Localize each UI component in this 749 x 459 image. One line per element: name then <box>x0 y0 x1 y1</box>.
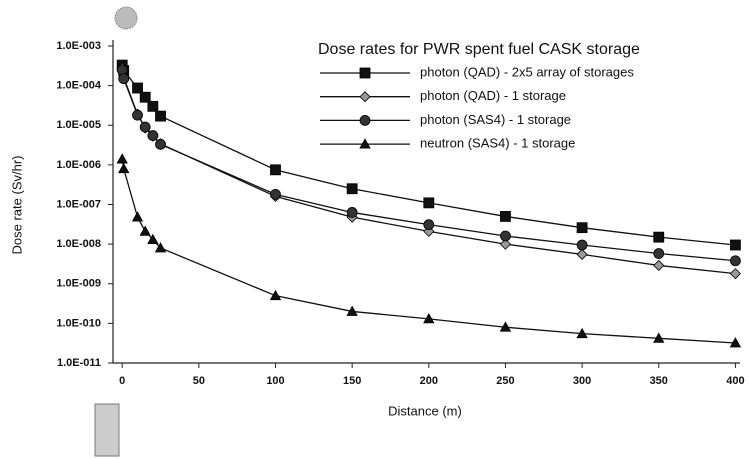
y-tick-label: 1.0E-010 <box>56 317 101 329</box>
marker <box>499 321 512 332</box>
y-tick-label: 1.0E-003 <box>56 40 101 52</box>
marker <box>499 238 512 250</box>
y-tick-label: 1.0E-008 <box>56 238 101 250</box>
y-tick-label: 1.0E-006 <box>56 159 101 171</box>
marker <box>155 110 166 122</box>
marker <box>653 332 665 343</box>
marker <box>423 197 435 209</box>
marker <box>269 289 282 301</box>
marker <box>423 313 435 324</box>
legend-label: photon (QAD) - 1 storage <box>420 88 566 103</box>
x-tick-label: 300 <box>573 375 591 387</box>
x-tick-label: 150 <box>343 375 361 387</box>
marker <box>155 138 166 150</box>
marker <box>576 239 588 251</box>
marker <box>653 248 665 259</box>
x-axis-label: Distance (m) <box>388 403 462 418</box>
x-tick-label: 0 <box>119 375 125 387</box>
marker <box>116 153 128 164</box>
x-tick-label: 100 <box>266 375 284 387</box>
marker <box>116 64 128 76</box>
marker <box>346 305 358 316</box>
marker <box>132 109 143 121</box>
x-tick-label: 50 <box>193 375 205 387</box>
legend-marker <box>359 115 371 126</box>
marker <box>500 211 511 222</box>
marker <box>423 219 435 231</box>
legend-marker <box>359 138 371 149</box>
marker <box>131 211 144 222</box>
marker <box>576 327 588 339</box>
legend-label: photon (SAS4) - 1 storage <box>420 112 571 127</box>
legend-label: neutron (SAS4) - 1 storage <box>420 136 575 151</box>
scan-artifact <box>94 403 120 457</box>
marker <box>730 255 741 267</box>
marker <box>729 268 741 280</box>
marker <box>139 121 151 133</box>
marker <box>154 242 167 253</box>
legend-label: photon (QAD) - 2x5 array of storages <box>420 64 634 79</box>
y-tick-label: 1.0E-007 <box>56 198 101 210</box>
legend-marker <box>359 67 371 79</box>
scan-artifact <box>114 6 138 30</box>
y-tick-label: 1.0E-004 <box>56 80 102 92</box>
marker <box>653 231 665 243</box>
marker <box>730 239 741 251</box>
marker <box>147 233 159 245</box>
y-tick-label: 1.0E-009 <box>56 278 101 290</box>
marker <box>118 162 130 174</box>
marker <box>270 164 281 176</box>
legend-marker <box>359 91 371 103</box>
marker <box>270 188 281 200</box>
marker <box>576 248 588 260</box>
marker <box>139 91 151 103</box>
marker <box>653 259 665 271</box>
y-tick-label: 1.0E-005 <box>56 119 101 131</box>
marker <box>147 100 159 112</box>
marker <box>729 337 742 348</box>
marker <box>118 73 130 85</box>
chart-title: Dose rates for PWR spent fuel CASK stora… <box>318 41 640 58</box>
x-tick-label: 400 <box>726 375 744 387</box>
y-axis-label: Dose rate (Sv/hr) <box>9 156 24 255</box>
marker <box>139 225 151 236</box>
marker <box>346 183 358 195</box>
marker <box>147 130 159 141</box>
marker <box>576 222 588 234</box>
marker <box>132 82 143 94</box>
marker <box>346 207 358 218</box>
x-tick-label: 250 <box>496 375 514 387</box>
x-tick-label: 200 <box>420 375 438 387</box>
x-tick-label: 350 <box>650 375 668 387</box>
marker <box>500 230 511 242</box>
y-tick-label: 1.0E-011 <box>57 357 101 369</box>
